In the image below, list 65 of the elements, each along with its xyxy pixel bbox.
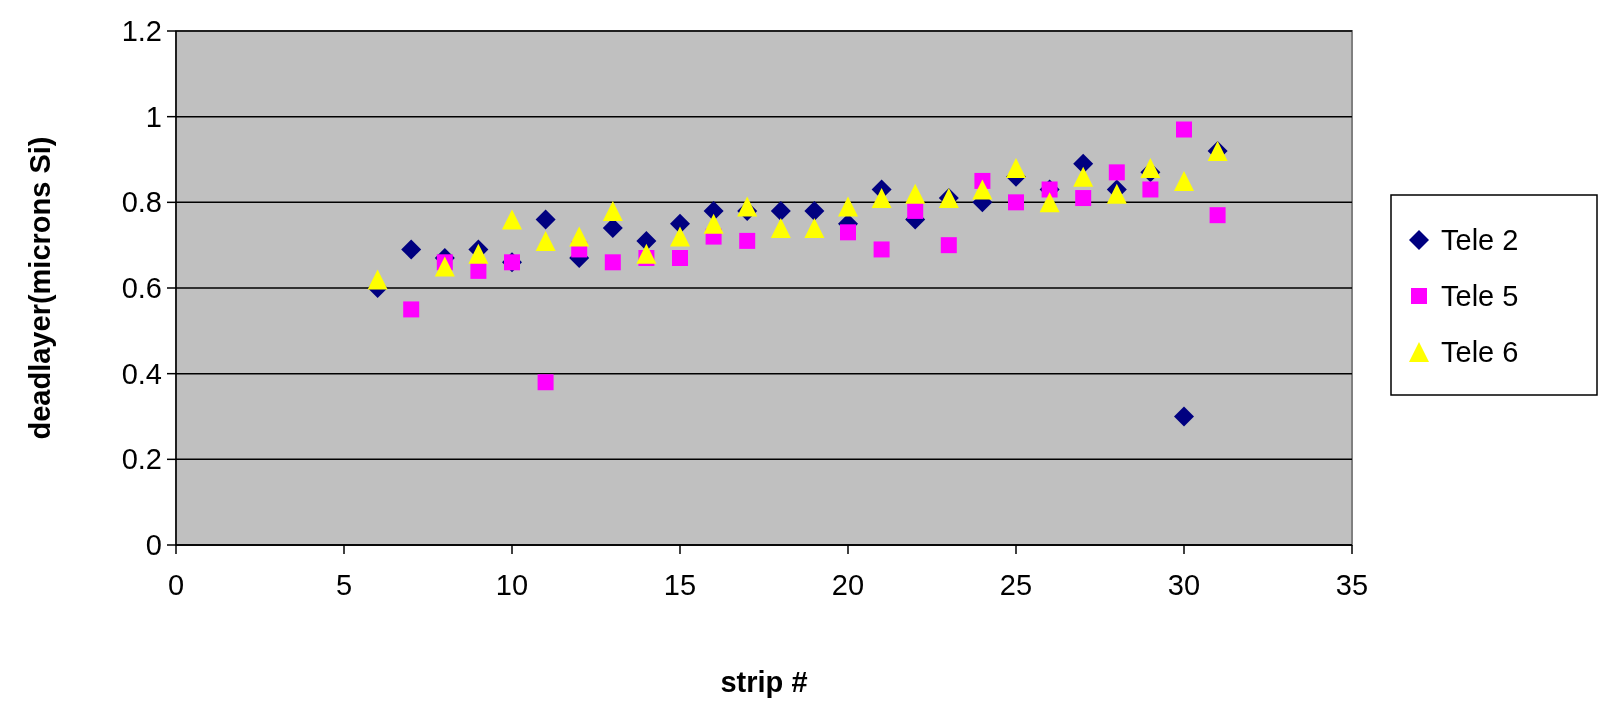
point (804, 218, 825, 239)
point (602, 218, 623, 239)
point (535, 230, 556, 251)
point (670, 226, 690, 247)
x-tick-label: 25 (999, 569, 1033, 601)
point (905, 183, 926, 204)
x-tick-label: 30 (1167, 569, 1201, 601)
point (401, 239, 422, 260)
legend-label: Tele 2 (1441, 224, 1519, 257)
legend-label: Tele 6 (1441, 336, 1519, 369)
point (1006, 158, 1026, 179)
point (1073, 153, 1094, 174)
point (1039, 192, 1060, 213)
point (636, 243, 657, 264)
y-axis-title: deadlayer(microns Si) (24, 136, 56, 440)
point (537, 374, 554, 391)
y-tick-label: 0.8 (121, 186, 162, 219)
point (972, 179, 993, 200)
point (1209, 207, 1226, 224)
point (1176, 121, 1192, 138)
point (840, 224, 856, 241)
x-tick-label: 35 (1335, 569, 1369, 601)
point (1108, 164, 1125, 181)
x-tick-label: 20 (831, 569, 865, 601)
point (770, 218, 791, 239)
point (1075, 190, 1092, 207)
x-axis-title: strip # (720, 666, 808, 698)
point (502, 209, 522, 230)
y-tick-label: 1 (145, 100, 162, 133)
point (1174, 170, 1194, 191)
y-tick-label: 0.4 (121, 357, 162, 390)
x-tick-label: 10 (495, 569, 529, 601)
point (703, 213, 724, 234)
x-tick-label: 0 (167, 569, 185, 601)
y-tick-label: 0.2 (121, 443, 162, 476)
point (1174, 406, 1194, 427)
point (1142, 181, 1159, 198)
point (604, 254, 621, 271)
point (470, 262, 487, 279)
legend-label: Tele 5 (1441, 280, 1519, 313)
point (770, 200, 791, 221)
y-tick-label: 1.2 (121, 15, 162, 48)
point (403, 301, 420, 318)
point (670, 213, 690, 234)
point (804, 200, 825, 221)
point (434, 256, 455, 277)
point (873, 241, 890, 258)
x-tick-label: 15 (663, 569, 697, 601)
point (367, 269, 388, 290)
point (739, 232, 756, 249)
y-tick-label: 0 (145, 529, 162, 562)
point (535, 209, 556, 230)
point (940, 237, 957, 254)
point (907, 202, 924, 219)
x-tick-label: 5 (335, 569, 353, 601)
y-tick-label: 0.6 (121, 272, 162, 305)
point (672, 250, 688, 267)
point (838, 196, 858, 217)
point (569, 226, 590, 247)
point (636, 230, 657, 251)
point (1008, 194, 1024, 211)
point (602, 200, 623, 221)
point (703, 200, 724, 221)
point (871, 188, 892, 209)
point (1073, 166, 1094, 187)
